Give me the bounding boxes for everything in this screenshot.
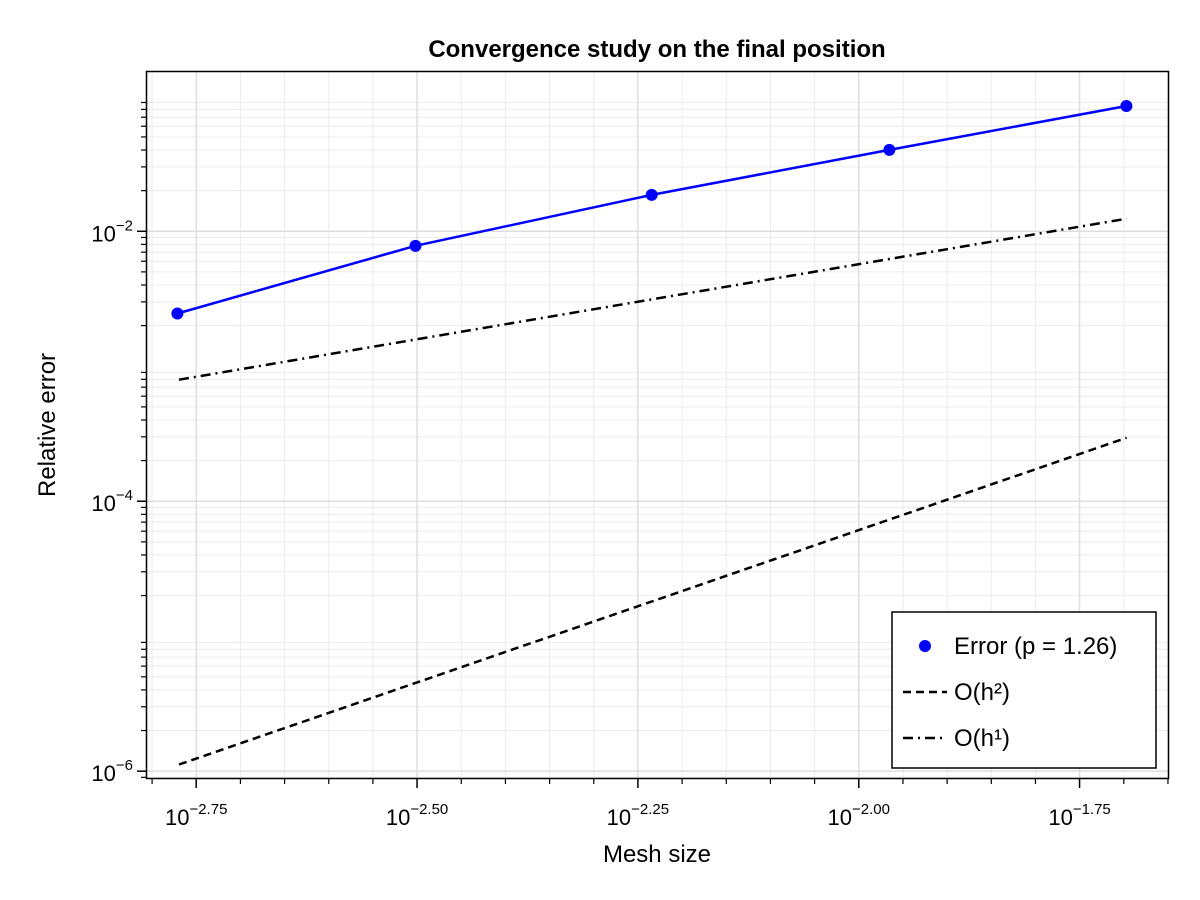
legend: Error (p = 1.26) O(h²) O(h¹) [891,611,1157,769]
y-axis-label: Relative error [34,353,61,497]
x-tick-label: 10−2.25 [607,801,669,830]
series-layer [171,99,1133,766]
data-point [171,307,184,320]
y-tick-label: 10−4 [91,487,133,516]
data-point [1120,99,1133,112]
x-tick-label: 10−2.00 [828,801,890,830]
series-line-1 [178,436,1128,766]
legend-label-oh1: O(h¹) [954,725,1010,752]
data-point [883,143,896,156]
legend-box [891,611,1157,769]
tick-layer: 10−2.75 10−2.50 10−2.25 10−2.00 10−1.75 10−2 1… [91,101,1169,830]
x-tick-label: 10−1.75 [1048,801,1110,830]
chart-title: Convergence study on the final position [428,36,885,63]
legend-symbols [903,640,947,740]
y-tick-label: 10−2 [91,217,133,246]
legend-marker-0 [919,640,931,652]
data-point [645,188,658,201]
legend-label-error: Error (p = 1.26) [954,633,1117,660]
x-tick-label: 10−2.50 [386,801,448,830]
legend-label-oh2: O(h²) [954,679,1010,706]
plot-frame [145,70,1170,780]
x-axis-label: Mesh size [603,841,711,868]
y-tick-label: 10−6 [91,757,133,786]
x-tick-label: 10−2.75 [165,801,227,830]
series-line-2 [178,217,1127,381]
data-point [409,239,422,252]
